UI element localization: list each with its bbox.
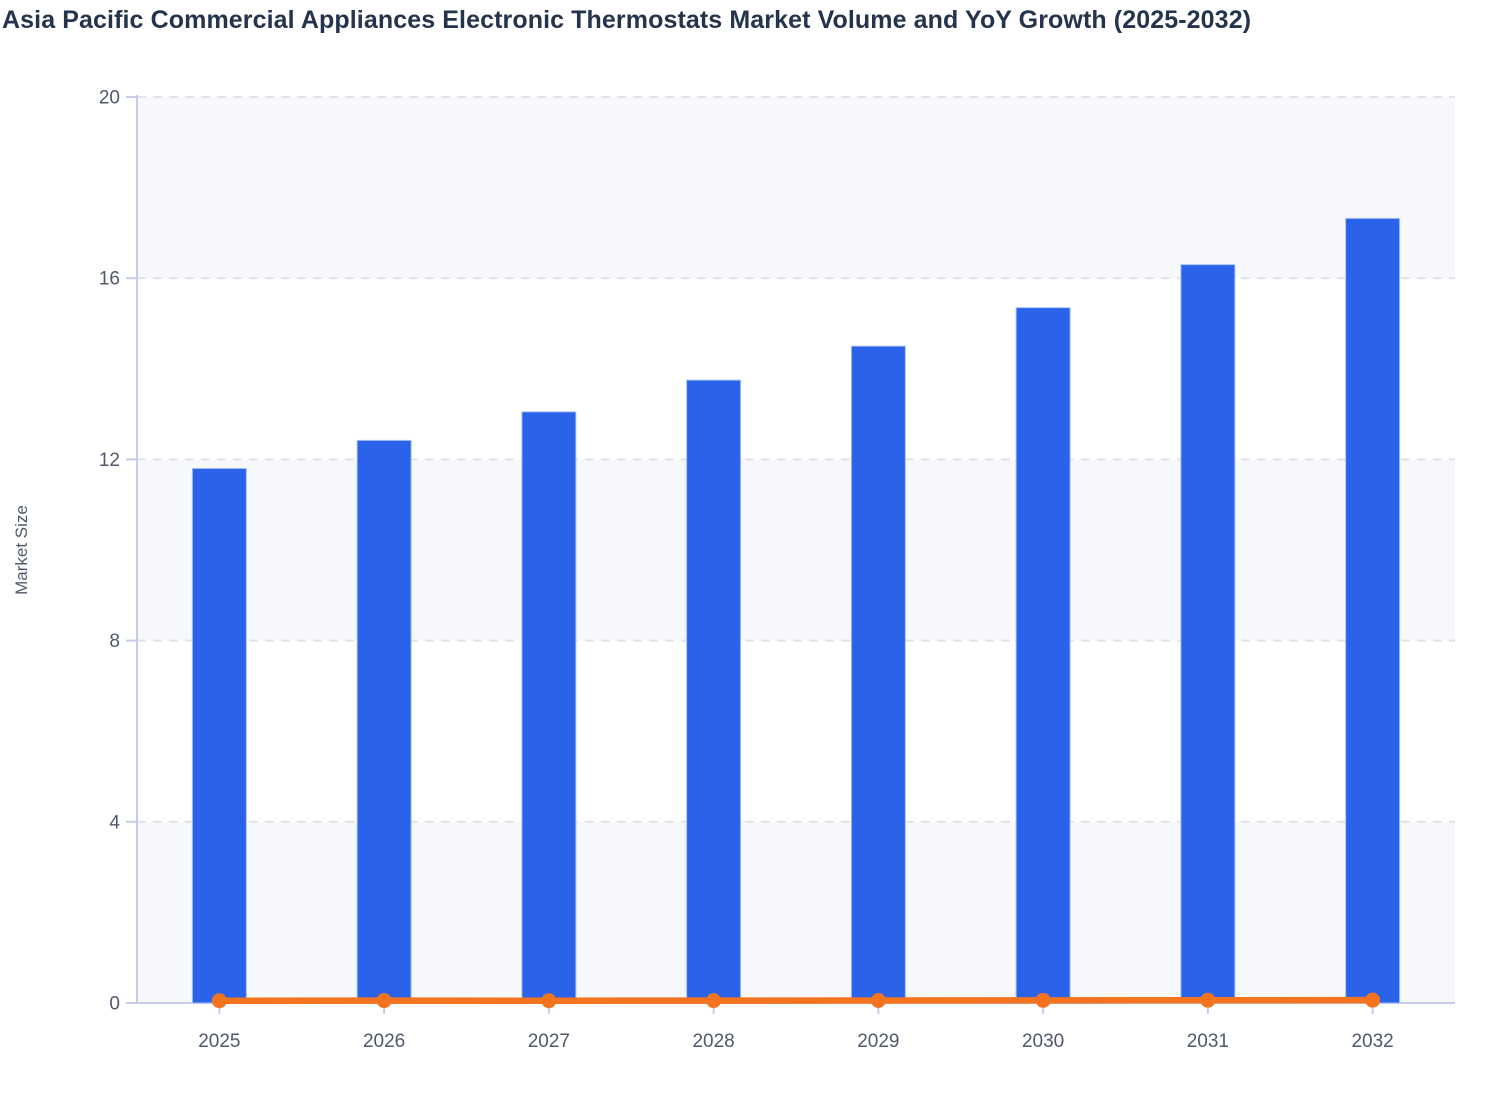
x-tick-label: 2029 [857,1031,899,1052]
y-tick-label: 0 [109,994,120,1015]
background-band [137,97,1455,279]
bar-2030 [1015,307,1071,1004]
yoy-point-2026 [376,993,392,1009]
x-tick-label: 2030 [1022,1031,1064,1052]
bar-2031 [1180,264,1236,1004]
yoy-point-2025 [211,993,227,1009]
bar-series-market-volume [191,217,1401,1004]
yoy-growth-line [216,996,1376,1004]
x-tick-label: 2027 [528,1031,570,1052]
y-axis-title: Market Size [12,505,31,595]
yoy-point-2028 [706,993,722,1009]
y-tick-label: 12 [99,450,120,471]
gridlines [137,96,1455,823]
bar-2028 [686,379,742,1004]
y-tick-label: 16 [99,269,120,290]
yoy-point-2027 [541,993,557,1009]
x-tick-label: 2028 [692,1031,734,1052]
bar-2025 [191,467,247,1004]
yoy-point-2032 [1365,992,1381,1008]
line-series-yoy-growth [211,992,1381,1009]
x-tick-label: 2026 [363,1031,405,1052]
x-ticks: 2025 2026 2027 2028 2029 2030 2031 2032 [198,1003,1394,1052]
yoy-point-2030 [1035,992,1051,1008]
plot-bands [137,97,1455,1003]
x-tick-label: 2032 [1351,1031,1393,1052]
bar-2027 [521,411,577,1004]
y-tick-label: 4 [109,812,120,833]
yoy-point-2029 [870,993,886,1009]
x-tick-label: 2025 [198,1031,240,1052]
background-band [137,821,1455,1003]
bar-2026 [356,439,412,1004]
chart-title: Asia Pacific Commercial Appliances Elect… [2,6,1252,34]
bar-2032 [1345,217,1401,1004]
y-tick-label: 20 [99,88,120,109]
x-tick-label: 2031 [1187,1031,1229,1052]
bar-2029 [850,345,906,1004]
y-ticks: 0 4 8 12 16 20 [99,88,137,1015]
background-band [137,459,1455,641]
y-tick-label: 8 [109,631,120,652]
yoy-point-2031 [1200,992,1216,1008]
